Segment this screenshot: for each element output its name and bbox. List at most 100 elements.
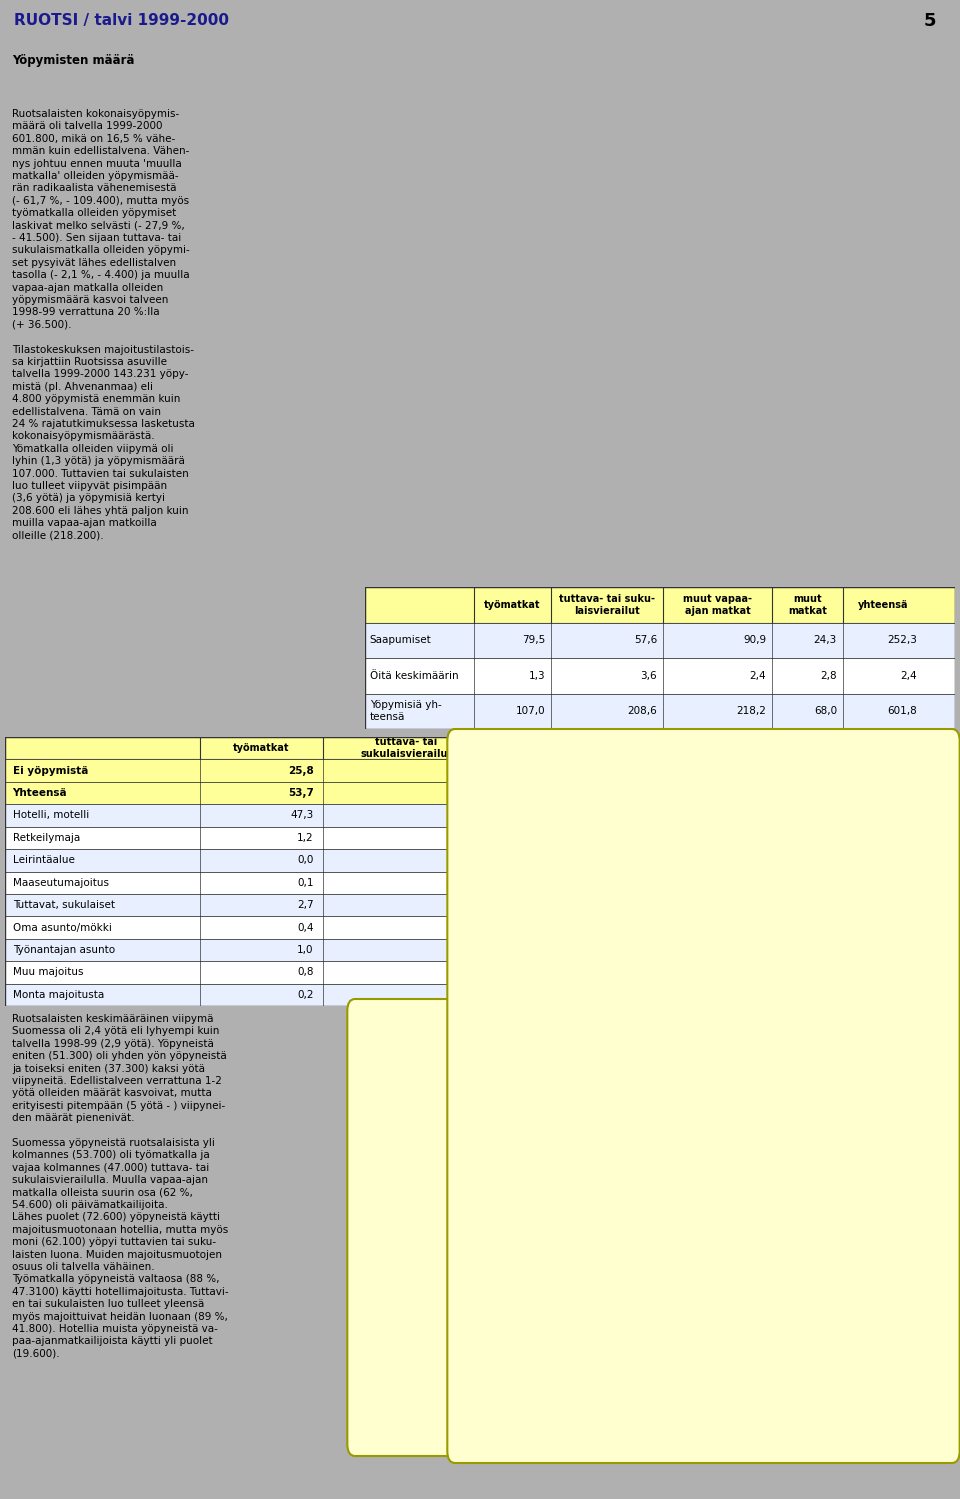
Text: Ruotsalaisten kokonaisyöpymis-
määrä oli talvella 1999-2000
601.800, mikä on 16,: Ruotsalaisten kokonaisyöpymis- määrä oli… (12, 109, 195, 541)
Text: Työnantajan asunto: Työnantajan asunto (12, 944, 115, 955)
Text: muut vapaa-ajan
matkat: muut vapaa-ajan matkat (529, 738, 621, 758)
Text: Ruotsalaisten keskimääräinen viipymä
Suomessa oli 2,4 yötä eli lyhyempi kuin
tal: Ruotsalaisten keskimääräinen viipymä Suo… (12, 1013, 228, 1358)
Text: 208,6: 208,6 (627, 706, 657, 717)
Text: Muu majoitus: Muu majoitus (12, 967, 84, 977)
Bar (5, 738, 955, 760)
Wedge shape (533, 976, 705, 1279)
Text: 1,6: 1,6 (896, 833, 912, 842)
Text: 2,4: 2,4 (900, 670, 917, 681)
Text: Tuttavat, sukulaiset: Tuttavat, sukulaiset (12, 899, 114, 910)
Text: Maaseutumajoitus: Maaseutumajoitus (12, 878, 108, 887)
Title: Viipymä Suomessa: Viipymä Suomessa (611, 998, 756, 1013)
Text: Oma asunto/mökki: Oma asunto/mökki (12, 922, 111, 932)
Text: 0,1: 0,1 (635, 878, 651, 887)
Text: 102,4: 102,4 (869, 1064, 893, 1073)
Text: 0,2: 0,2 (298, 989, 314, 1000)
Bar (365, 588, 955, 622)
Text: 252,3: 252,3 (887, 636, 917, 645)
Text: 47,0: 47,0 (454, 788, 480, 797)
Bar (425, 1316, 477, 1325)
Text: 0,0: 0,0 (464, 944, 480, 955)
Text: 47,3: 47,3 (291, 811, 314, 820)
Bar (5, 826, 955, 848)
Text: muut matkat: muut matkat (691, 744, 762, 752)
Text: tuttava- tai suku-
laisvierailut: tuttava- tai suku- laisvierailut (559, 594, 655, 616)
Legend: Talvi 98-99, Talvi 99-00: Talvi 98-99, Talvi 99-00 (831, 1319, 936, 1358)
Bar (365, 694, 955, 729)
Bar (425, 1255, 450, 1265)
Text: 150,0: 150,0 (879, 788, 912, 797)
Text: 0,0: 0,0 (464, 856, 480, 865)
Text: 9,0: 9,0 (896, 922, 912, 932)
Text: 91,0: 91,0 (820, 1075, 838, 1084)
Text: 6,7: 6,7 (457, 1276, 470, 1285)
Text: Hotelli, motelli: Hotelli, motelli (12, 811, 89, 820)
Bar (5, 871, 955, 893)
Text: 41,8: 41,8 (457, 899, 480, 910)
Bar (425, 1154, 507, 1165)
Bar (425, 1214, 452, 1225)
Bar (425, 1073, 817, 1084)
Text: 1,0: 1,0 (298, 944, 314, 955)
Text: 57,6: 57,6 (634, 636, 657, 645)
Text: 0,0: 0,0 (768, 856, 784, 865)
Bar (425, 1225, 460, 1235)
Text: 13,0: 13,0 (758, 788, 784, 797)
Text: 12,2: 12,2 (480, 1316, 498, 1325)
Text: 1,3: 1,3 (528, 670, 545, 681)
Bar (425, 1094, 646, 1103)
Bar (365, 658, 955, 694)
Text: 31,1: 31,1 (562, 1135, 580, 1144)
Text: Öitä keskimäärin: Öitä keskimäärin (370, 670, 458, 681)
Text: 218,2: 218,2 (736, 706, 766, 717)
Bar (425, 1184, 468, 1195)
Text: 0,4: 0,4 (298, 922, 314, 932)
Text: 2,6: 2,6 (439, 1337, 452, 1346)
Text: 24,3: 24,3 (814, 636, 837, 645)
Text: 0,7: 0,7 (431, 1408, 444, 1417)
Bar (425, 1336, 436, 1346)
Text: 3,9: 3,9 (444, 1246, 458, 1255)
Text: 2,8: 2,8 (821, 670, 837, 681)
Bar (425, 1124, 586, 1135)
Text: Muu matka
11 %: Muu matka 11 % (461, 1004, 519, 1025)
Text: Leirintäalue: Leirintäalue (12, 856, 75, 865)
Bar (5, 983, 955, 1006)
Text: 0,0: 0,0 (768, 833, 784, 842)
Text: Työmatka
18 %: Työmatka 18 % (912, 1004, 960, 1025)
Text: Yöpymisiä yh-
teensä: Yöpymisiä yh- teensä (370, 700, 442, 723)
Text: 107,0: 107,0 (516, 706, 545, 717)
Bar (425, 1165, 534, 1174)
Text: työmatkat: työmatkat (233, 744, 290, 752)
Bar (425, 1195, 462, 1205)
Text: 3,3: 3,3 (442, 1367, 455, 1376)
Text: 1,0: 1,0 (767, 922, 784, 932)
Text: 8,0: 8,0 (463, 1225, 475, 1234)
Text: 53,7: 53,7 (288, 788, 314, 797)
Text: 0,1: 0,1 (767, 989, 784, 1000)
Text: 54,6: 54,6 (625, 766, 651, 775)
Text: 0,0: 0,0 (464, 967, 480, 977)
Text: 1,1: 1,1 (896, 989, 912, 1000)
Text: Yöpymisten määrä: Yöpymisten määrä (12, 54, 134, 67)
Text: 51,3: 51,3 (649, 1094, 667, 1103)
Text: 2,7: 2,7 (298, 899, 314, 910)
Title: Yöpymiset matkan tarkoituksen mukaan: Yöpymiset matkan tarkoituksen mukaan (572, 853, 838, 866)
Text: Muu vapaa-
ajan matka
36 %: Muu vapaa- ajan matka 36 % (460, 1187, 520, 1220)
Text: yhteensä: yhteensä (857, 600, 908, 610)
Text: muut
matkat: muut matkat (788, 594, 827, 616)
Bar (425, 1376, 434, 1387)
Text: 6,3: 6,3 (455, 1216, 468, 1225)
Bar (425, 1366, 440, 1376)
Text: Yhteensä: Yhteensä (12, 788, 67, 797)
Text: 1,2: 1,2 (298, 833, 314, 842)
Text: 0,3: 0,3 (767, 967, 784, 977)
Text: 0,8: 0,8 (464, 989, 480, 1000)
Text: 18,9: 18,9 (509, 1154, 528, 1163)
Bar (425, 1406, 428, 1417)
Text: 4,0: 4,0 (767, 811, 784, 820)
Text: 601,8: 601,8 (887, 706, 917, 717)
Wedge shape (673, 1036, 877, 1282)
Text: 5,1: 5,1 (635, 922, 651, 932)
Text: 1,3: 1,3 (635, 967, 651, 977)
